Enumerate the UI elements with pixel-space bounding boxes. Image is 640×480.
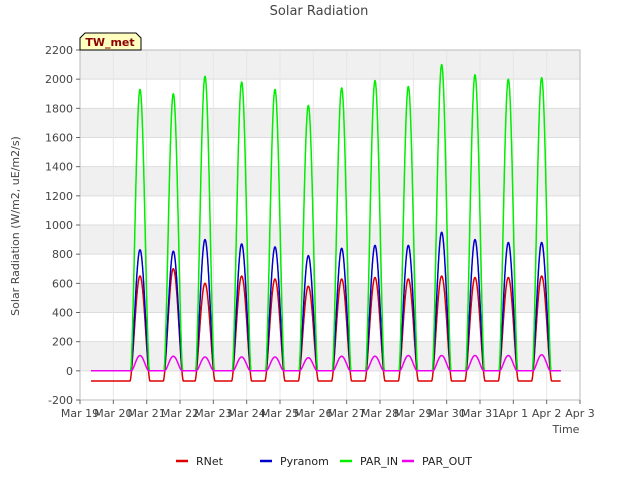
- x-tick-label: Mar 25: [261, 407, 299, 420]
- x-tick-label: Mar 27: [328, 407, 366, 420]
- y-tick-label: 400: [52, 307, 73, 320]
- x-tick-label: Mar 20: [94, 407, 132, 420]
- tag-label: TW_met: [85, 36, 134, 49]
- series-line-par_out: [90, 354, 562, 372]
- grid-band: [80, 108, 580, 138]
- x-tick-label: Mar 19: [61, 407, 99, 420]
- x-tick-label: Apr 2: [532, 407, 562, 420]
- y-tick-label: 800: [52, 248, 73, 261]
- legend-label-pyranom: Pyranom: [280, 455, 329, 468]
- y-tick-label: 2000: [45, 73, 73, 86]
- y-axis-ticks: -200 0 200 400 600 800 1000 1200 1400 1600 1800 200…: [45, 44, 80, 407]
- grid-band: [80, 50, 580, 80]
- x-tick-label: Mar 30: [428, 407, 466, 420]
- y-tick-label: 0: [66, 365, 73, 378]
- y-tick-label: 1400: [45, 161, 73, 174]
- y-tick-label: 600: [52, 277, 73, 290]
- x-tick-label: Mar 29: [394, 407, 432, 420]
- x-tick-label: Mar 24: [228, 407, 266, 420]
- x-tick-label: Mar 23: [194, 407, 232, 420]
- grid-band: [80, 225, 580, 255]
- grid-band: [80, 341, 580, 371]
- y-tick-label: 1000: [45, 219, 73, 232]
- y-tick-label: 1200: [45, 190, 73, 203]
- legend-label-par_in: PAR_IN: [360, 455, 398, 468]
- y-tick-label: 2200: [45, 44, 73, 57]
- x-tick-label: Mar 31: [461, 407, 499, 420]
- legend: RNet Pyranom PAR_IN PAR_OUT: [176, 455, 472, 468]
- y-tick-label: 200: [52, 336, 73, 349]
- y-tick-label: 1600: [45, 132, 73, 145]
- legend-label-par_out: PAR_OUT: [422, 455, 472, 468]
- y-tick-label: 1800: [45, 102, 73, 115]
- x-tick-label: Apr 3: [565, 407, 595, 420]
- y-axis-title: Solar Radiation (W/m2, uE/m2/s): [9, 136, 22, 316]
- x-tick-label: Mar 21: [128, 407, 166, 420]
- chart-title: Solar Radiation: [270, 4, 369, 19]
- x-tick-label: Mar 22: [161, 407, 199, 420]
- x-tick-label: Apr 1: [499, 407, 529, 420]
- series-lines: [90, 63, 562, 382]
- legend-label-rnet: RNet: [196, 455, 224, 468]
- grid-band: [80, 283, 580, 313]
- grid-band: [80, 166, 580, 196]
- x-tick-label: Mar 28: [361, 407, 399, 420]
- y-tick-label: -200: [48, 394, 73, 407]
- x-axis-title: Time: [552, 423, 580, 436]
- tw-met-tag: TW_met: [79, 32, 142, 51]
- x-tick-label: Mar 26: [294, 407, 332, 420]
